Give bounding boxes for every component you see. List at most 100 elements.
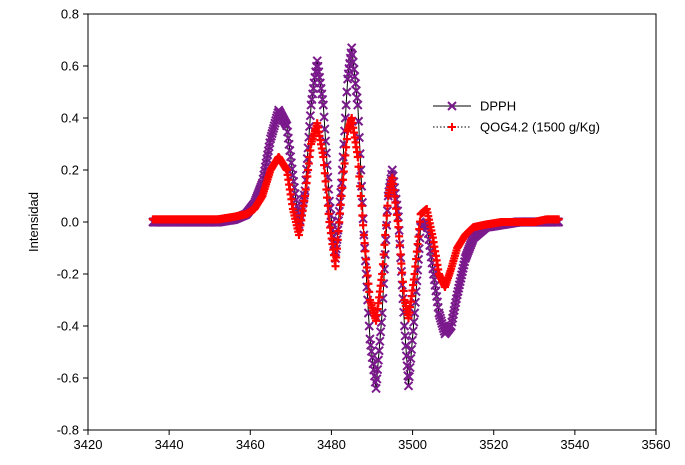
marker-stroke: [409, 308, 420, 318]
data-point: [405, 362, 415, 373]
data-point: [321, 177, 330, 186]
marker-stroke: [382, 205, 393, 216]
data-point: [359, 231, 368, 239]
data-point: [338, 183, 347, 192]
y-tick-label: 0.6: [61, 59, 79, 74]
data-point: [397, 259, 406, 268]
data-point: [409, 308, 420, 318]
marker-stroke: [400, 331, 410, 341]
marker-stroke: [434, 308, 444, 318]
data-point: [353, 100, 363, 110]
data-point: [400, 331, 410, 341]
marker-stroke: [371, 383, 381, 394]
marker-stroke: [407, 335, 418, 346]
data-point: [319, 153, 328, 161]
marker-stroke: [399, 321, 410, 331]
data-point: [406, 353, 416, 364]
y-tick-label: 0.8: [61, 7, 79, 22]
data-point: [411, 262, 420, 271]
marker-stroke: [408, 326, 418, 336]
data-point: [399, 286, 408, 295]
data-point: [341, 100, 351, 110]
data-point: [340, 159, 349, 168]
data-point: [354, 132, 365, 143]
data-point: [415, 217, 424, 226]
data-point: [356, 192, 365, 200]
data-point: [381, 235, 391, 245]
marker-stroke: [403, 381, 414, 391]
data-point: [332, 253, 341, 262]
x-axis: 3420 3440 3460 3480 3500 3520 3540 3560: [74, 430, 670, 452]
marker-stroke: [376, 317, 387, 328]
data-point: [398, 268, 407, 277]
marker-stroke: [372, 364, 383, 375]
marker-stroke: [434, 310, 445, 321]
marker-stroke: [353, 100, 363, 110]
data-point: [362, 255, 371, 264]
legend-label: DPPH: [480, 99, 516, 114]
data-point: [320, 161, 329, 170]
data-point: [381, 221, 390, 230]
data-point: [406, 344, 417, 355]
data-point: [410, 270, 419, 278]
y-axis: -0.8 -0.6 -0.4 -0.2 0.0 0.2 0.4 0.6 0.8: [57, 7, 88, 438]
data-point: [358, 211, 367, 220]
marker-stroke: [373, 355, 384, 365]
data-point: [399, 321, 410, 331]
marker-stroke: [375, 336, 385, 346]
data-point: [342, 135, 351, 144]
data-point: [374, 345, 384, 356]
data-point: [409, 317, 419, 327]
y-tick-label: 0.2: [61, 163, 79, 178]
marker-stroke: [398, 293, 408, 304]
data-point: [323, 201, 332, 210]
y-tick-label: -0.6: [57, 371, 79, 386]
marker-stroke: [406, 344, 417, 355]
data-point: [412, 247, 421, 256]
y-tick-label: -0.8: [57, 423, 79, 438]
data-point: [339, 175, 348, 184]
marker-stroke: [372, 374, 382, 384]
marker-stroke: [340, 113, 351, 123]
marker-stroke: [305, 111, 316, 121]
data-point: [356, 182, 365, 191]
data-point: [322, 185, 331, 194]
data-point: [414, 232, 423, 241]
x-tick-label: 3420: [74, 437, 103, 452]
data-point: [320, 169, 329, 178]
data-point: [382, 205, 393, 216]
data-point: [323, 193, 332, 202]
data-point: [305, 111, 316, 121]
y-tick-label: -0.4: [57, 319, 79, 334]
data-point: [334, 227, 343, 236]
data-point: [318, 100, 329, 110]
data-point: [412, 255, 421, 264]
marker-stroke: [375, 327, 386, 337]
data-point: [324, 209, 333, 218]
data-point: [407, 335, 418, 346]
data-point: [403, 381, 414, 391]
x-tick-label: 3480: [317, 437, 346, 452]
data-point: [364, 279, 373, 288]
marker-stroke: [356, 165, 366, 175]
marker-stroke: [410, 297, 421, 307]
data-point: [395, 232, 404, 241]
marker-stroke: [436, 316, 446, 326]
data-point: [331, 262, 340, 271]
marker-stroke: [438, 321, 448, 331]
data-point: [378, 260, 387, 269]
data-point: [379, 250, 388, 259]
data-point: [319, 112, 329, 122]
marker-stroke: [374, 345, 384, 356]
series-qog42: [148, 114, 563, 325]
marker-stroke: [437, 318, 447, 329]
data-point: [381, 231, 390, 239]
data-point: [337, 192, 346, 200]
legend-marker: [447, 101, 457, 111]
data-point: [360, 239, 369, 248]
data-point: [362, 263, 371, 272]
x-tick-label: 3440: [155, 437, 184, 452]
legend: DPPH QOG4.2 (1500 g/Kg): [433, 99, 600, 135]
marker-stroke: [318, 100, 329, 110]
data-point: [365, 287, 374, 296]
